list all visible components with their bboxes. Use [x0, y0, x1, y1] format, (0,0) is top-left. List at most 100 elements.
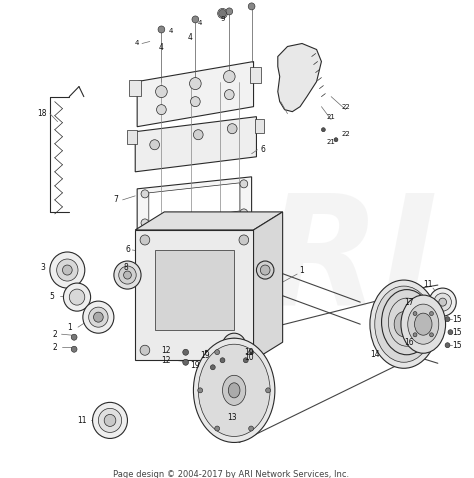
- Circle shape: [228, 338, 241, 352]
- Text: 4: 4: [159, 43, 164, 52]
- Bar: [255, 119, 264, 133]
- Circle shape: [114, 261, 141, 289]
- Text: 19: 19: [244, 348, 254, 357]
- Ellipse shape: [401, 295, 446, 353]
- Circle shape: [249, 349, 254, 355]
- Ellipse shape: [394, 312, 413, 337]
- Circle shape: [141, 190, 149, 198]
- Circle shape: [215, 349, 219, 355]
- Circle shape: [210, 365, 215, 370]
- Circle shape: [71, 346, 77, 352]
- Text: 9: 9: [220, 16, 225, 22]
- Bar: [250, 66, 261, 83]
- Circle shape: [104, 414, 116, 426]
- Text: 19: 19: [200, 351, 210, 360]
- Text: 3: 3: [41, 262, 46, 272]
- Circle shape: [140, 345, 150, 355]
- Text: ARI: ARI: [146, 187, 439, 337]
- Text: 11: 11: [77, 416, 87, 425]
- Circle shape: [190, 77, 201, 89]
- Ellipse shape: [228, 383, 240, 398]
- Circle shape: [413, 333, 417, 337]
- Polygon shape: [278, 43, 321, 112]
- Circle shape: [222, 333, 246, 357]
- Text: 2: 2: [52, 343, 57, 352]
- Circle shape: [69, 289, 85, 305]
- Circle shape: [192, 16, 199, 23]
- Circle shape: [239, 235, 249, 245]
- Circle shape: [429, 333, 433, 337]
- Circle shape: [92, 402, 128, 438]
- Polygon shape: [137, 177, 252, 229]
- Polygon shape: [205, 350, 239, 391]
- Circle shape: [215, 426, 219, 431]
- Circle shape: [445, 343, 450, 348]
- Circle shape: [220, 358, 225, 363]
- Bar: [155, 250, 234, 330]
- Text: 12: 12: [162, 356, 171, 365]
- Polygon shape: [135, 117, 256, 172]
- Ellipse shape: [222, 375, 246, 405]
- Text: 6: 6: [125, 246, 130, 254]
- Bar: [128, 130, 137, 144]
- Circle shape: [243, 358, 248, 363]
- Circle shape: [183, 349, 189, 355]
- Text: Page design © 2004-2017 by ARI Network Services, Inc.: Page design © 2004-2017 by ARI Network S…: [113, 470, 349, 478]
- Circle shape: [83, 301, 114, 333]
- Circle shape: [64, 283, 91, 311]
- Circle shape: [99, 408, 122, 433]
- Text: 12: 12: [162, 346, 171, 355]
- Circle shape: [439, 298, 447, 306]
- Ellipse shape: [370, 280, 438, 368]
- Ellipse shape: [375, 286, 433, 362]
- Circle shape: [228, 124, 237, 134]
- Circle shape: [413, 312, 417, 315]
- Circle shape: [248, 3, 255, 10]
- Circle shape: [89, 307, 108, 327]
- Circle shape: [223, 71, 235, 83]
- Text: 18: 18: [37, 109, 47, 118]
- Circle shape: [321, 128, 325, 132]
- Circle shape: [63, 265, 72, 275]
- Circle shape: [155, 86, 167, 98]
- Circle shape: [334, 138, 338, 142]
- Circle shape: [119, 266, 136, 284]
- Text: 5: 5: [49, 292, 54, 301]
- Text: 16: 16: [404, 338, 413, 347]
- Text: 19: 19: [191, 361, 200, 370]
- Circle shape: [191, 97, 200, 107]
- Text: 1: 1: [300, 266, 304, 274]
- Ellipse shape: [198, 344, 270, 436]
- Polygon shape: [135, 212, 283, 230]
- Circle shape: [156, 105, 166, 115]
- Circle shape: [50, 252, 85, 288]
- Text: 21: 21: [327, 139, 336, 145]
- Circle shape: [219, 10, 227, 17]
- Circle shape: [448, 330, 453, 335]
- Circle shape: [225, 89, 234, 99]
- Text: 21: 21: [327, 114, 336, 120]
- Text: 4: 4: [169, 29, 173, 34]
- Circle shape: [71, 334, 77, 340]
- Text: 15: 15: [452, 328, 462, 337]
- Ellipse shape: [415, 313, 432, 335]
- Circle shape: [150, 140, 159, 150]
- Polygon shape: [137, 62, 254, 127]
- Text: 10: 10: [244, 353, 254, 362]
- Text: 8: 8: [123, 262, 128, 272]
- Bar: [129, 79, 141, 96]
- Text: 4: 4: [135, 41, 139, 46]
- Text: 11: 11: [423, 280, 433, 289]
- Text: 6: 6: [261, 145, 266, 154]
- Ellipse shape: [193, 338, 275, 443]
- Circle shape: [226, 8, 233, 15]
- Circle shape: [256, 261, 274, 279]
- Circle shape: [57, 259, 78, 281]
- Circle shape: [141, 219, 149, 227]
- Circle shape: [429, 312, 433, 315]
- Text: 2: 2: [52, 330, 57, 339]
- Text: 15: 15: [452, 315, 462, 324]
- Circle shape: [434, 293, 451, 311]
- Circle shape: [93, 312, 103, 322]
- Polygon shape: [135, 230, 254, 360]
